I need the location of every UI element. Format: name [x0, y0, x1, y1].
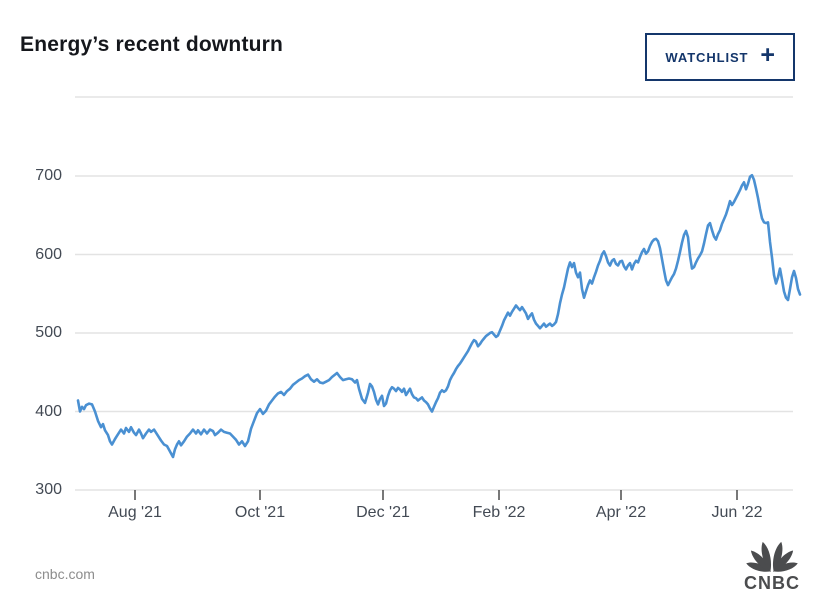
y-axis-label: 600: [35, 245, 62, 263]
y-axis-label: 300: [35, 481, 62, 498]
watchlist-button[interactable]: WATCHLIST +: [645, 33, 795, 81]
x-axis-label: Jun '22: [711, 504, 763, 521]
y-axis-label: 500: [35, 324, 62, 341]
source-attribution: cnbc.com: [35, 566, 95, 582]
plus-icon: +: [760, 41, 775, 69]
x-axis-label: Aug '21: [108, 504, 162, 521]
watchlist-button-label: WATCHLIST: [665, 49, 749, 65]
x-axis-label: Oct '21: [234, 504, 286, 521]
x-axis-label: Dec '21: [356, 504, 410, 521]
x-axis-label: Feb '22: [472, 504, 526, 521]
page-title: Energy’s recent downturn: [20, 33, 284, 56]
y-axis-label: 700: [35, 167, 62, 184]
cnbc-logo: CNBC: [744, 541, 800, 592]
cnbc-logo-text: CNBC: [744, 573, 800, 592]
y-axis-label: 400: [35, 402, 62, 420]
peacock-icon: [746, 541, 798, 572]
price-line: [76, 173, 802, 459]
x-axis-label: Apr '22: [595, 504, 647, 521]
